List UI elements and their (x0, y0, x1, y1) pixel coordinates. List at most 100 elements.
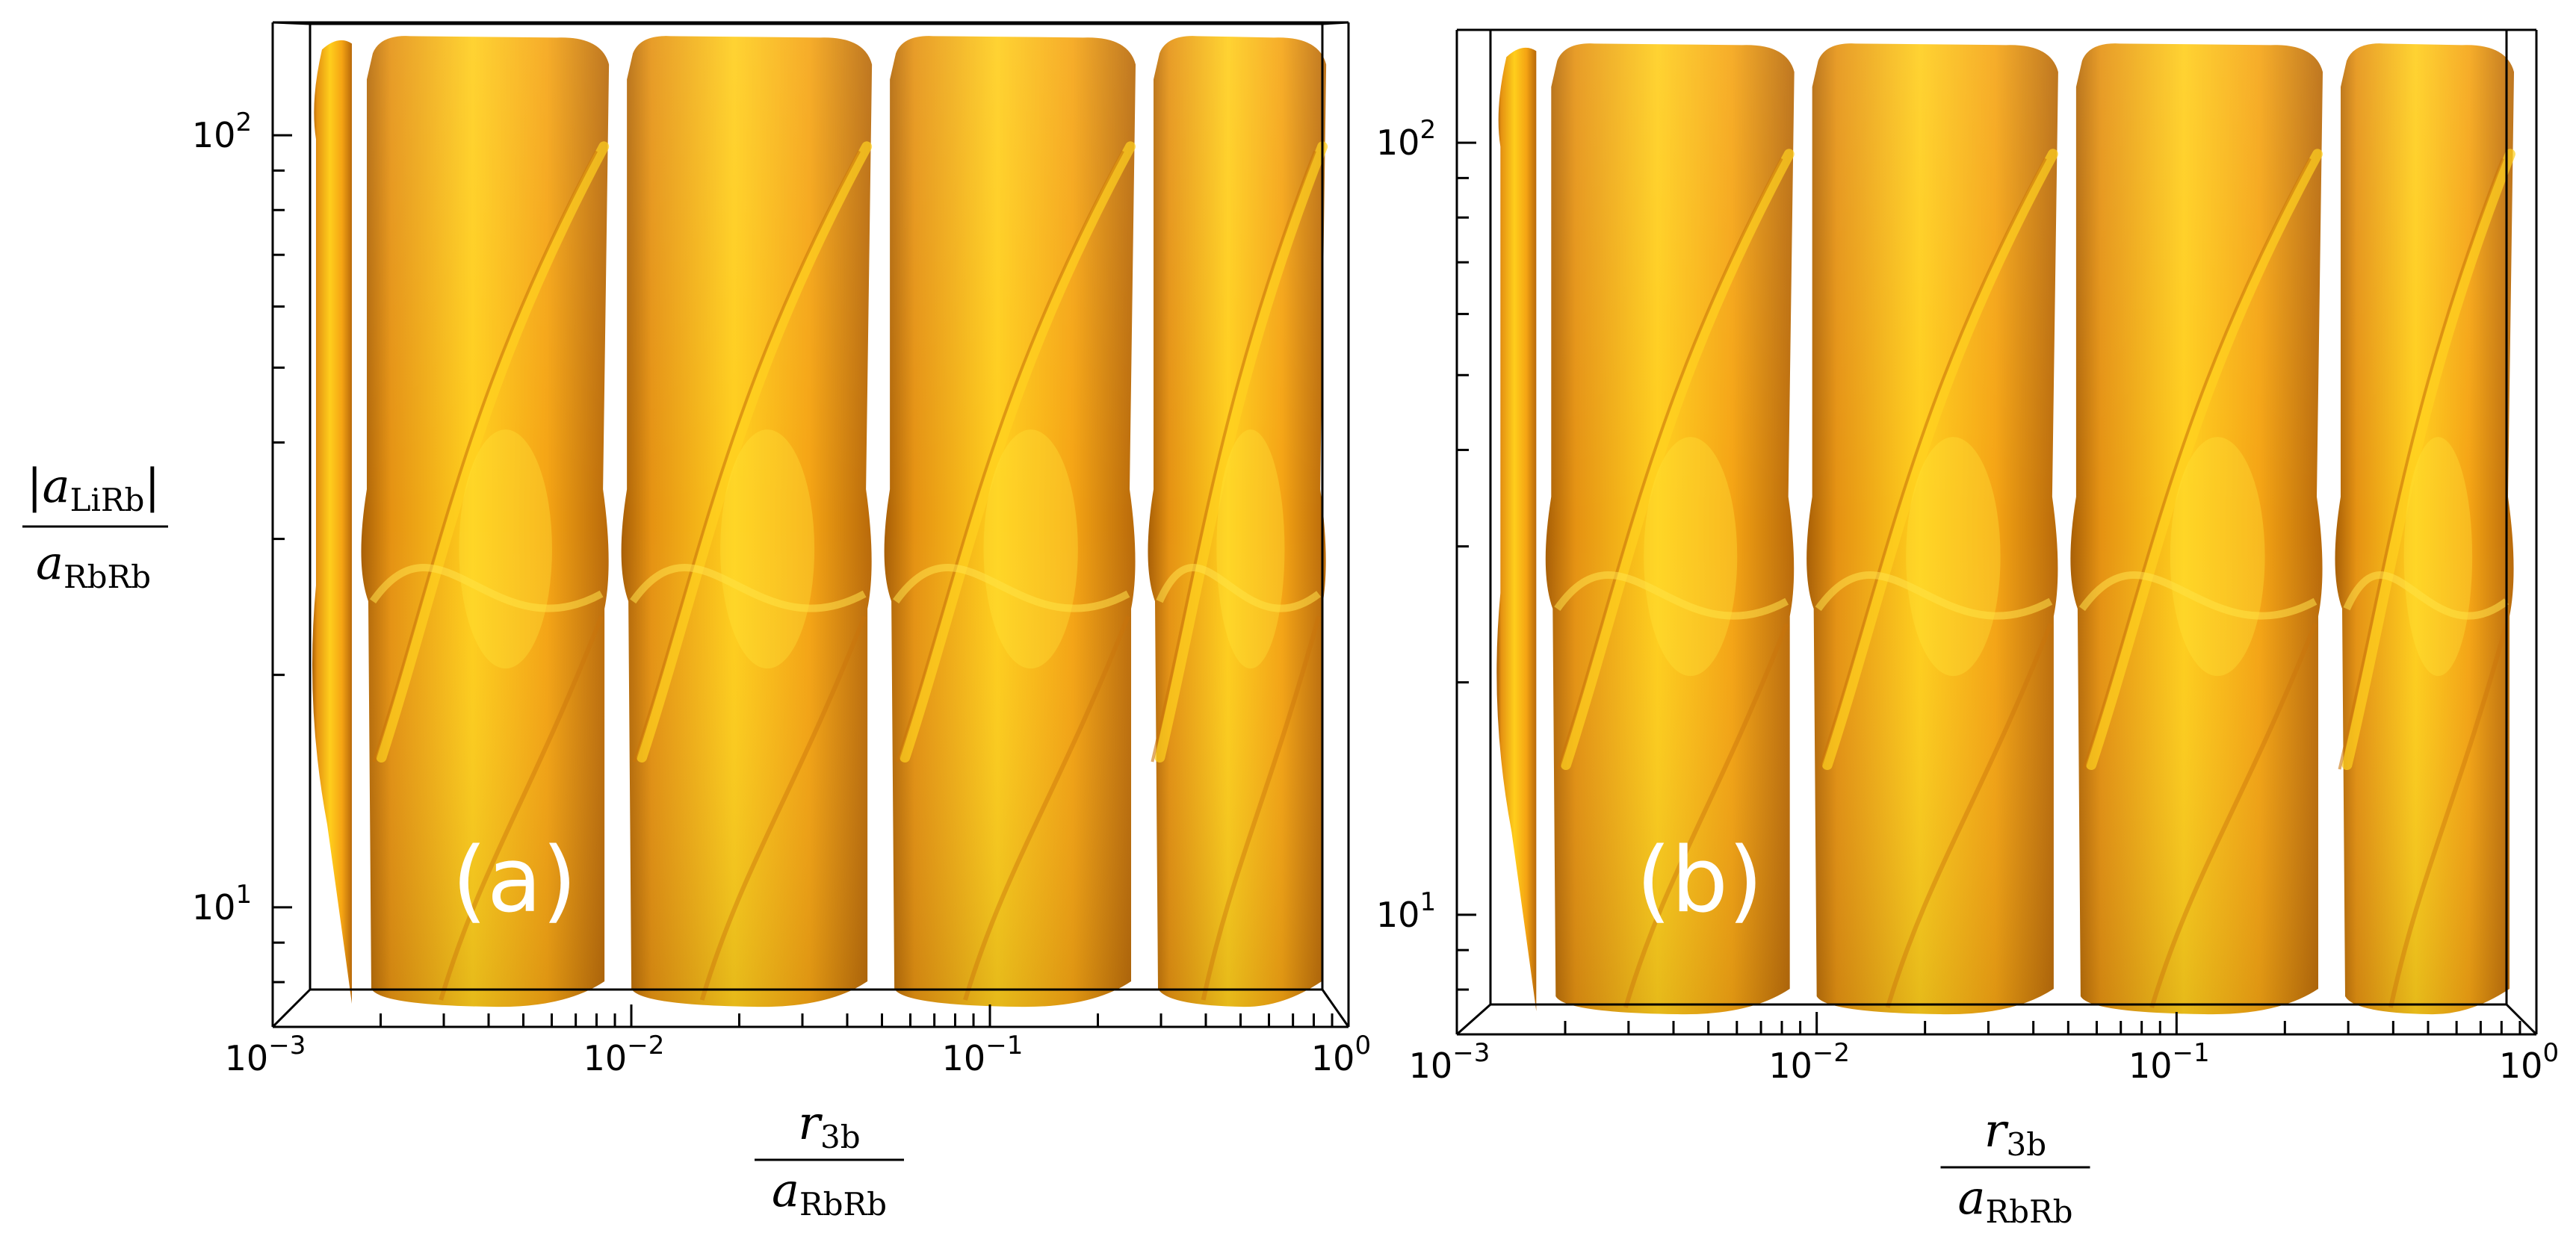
box-edge (271, 988, 312, 1028)
box-edge (2505, 1003, 2538, 1036)
y-tick-base: 10 (1376, 895, 1420, 935)
x-label-den-sub: RbRb (1985, 1193, 2072, 1230)
surface-highlight (1216, 429, 1285, 669)
surface-ridge-shadow (2338, 158, 2504, 770)
y-label-den-var: a (36, 535, 64, 590)
surface-ridge (1561, 149, 1795, 771)
x-axis-label: r3b aRbRb (755, 1096, 904, 1223)
x-tick-label: 10−3 (1409, 1038, 1490, 1086)
surface-ridge (1201, 615, 1322, 1001)
surface-lobe-shade (2070, 43, 2323, 1015)
x-label-denominator: aRbRb (772, 1163, 887, 1223)
x-tick-base: 10 (1768, 1046, 1812, 1086)
panel-label: (a) (452, 829, 577, 933)
y-tick-base: 10 (192, 115, 236, 155)
surface-ridge-shadow (1818, 158, 2047, 770)
x-tick-exponent: −3 (268, 1031, 306, 1060)
surface-ridge (2086, 149, 2323, 771)
surface-ridge (369, 564, 604, 612)
x-label-num-var: r (798, 1096, 823, 1150)
y-tick-label: 102 (1376, 115, 1436, 163)
surface-ridge (1554, 571, 1789, 620)
y-tick-exponent: 1 (1419, 887, 1436, 917)
x-label-num-sub: 3b (2007, 1126, 2047, 1163)
y-axis-label: |aLiRb|aRbRb (22, 459, 168, 595)
y-tick-base: 10 (1376, 122, 1420, 163)
surface-highlight (2403, 437, 2473, 677)
surface-ridge (2341, 149, 2515, 771)
surface-highlight (459, 429, 552, 669)
x-tick-label: 10−2 (583, 1031, 665, 1078)
panel-label: (b) (1636, 829, 1763, 933)
box-edge (1321, 989, 1350, 1028)
x-tick-exponent: −1 (985, 1031, 1023, 1060)
y-label-abs-close: | (144, 459, 160, 513)
surface-ridge (1885, 623, 2053, 1008)
surface-lobe-shade (2335, 43, 2515, 1015)
surface-ridge (1154, 141, 1328, 763)
y-tick-exponent: 1 (235, 880, 252, 910)
y-label-num-sub: LiRb (70, 482, 145, 518)
surface-highlight (983, 429, 1078, 669)
x-tick-exponent: −1 (2173, 1038, 2210, 1068)
surface-lobe-shade (884, 36, 1136, 1007)
y-tick-exponent: 2 (235, 108, 252, 137)
x-label-den-var: a (1958, 1170, 1986, 1225)
surface-ridge (963, 615, 1130, 1001)
x-axis-label: r3b aRbRb (1940, 1103, 2090, 1230)
surface-ridge (637, 141, 873, 763)
surface-lobe-shade (1806, 43, 2058, 1015)
box-edge (1322, 21, 1349, 25)
x-tick-base: 10 (225, 1038, 269, 1078)
surface-ridge (2149, 623, 2318, 1008)
surface-ridge-shadow (1557, 158, 1783, 770)
x-tick-base: 10 (583, 1038, 628, 1078)
x-tick-exponent: −2 (627, 1031, 664, 1060)
surface-ridge (1623, 623, 1789, 1008)
x-tick-label: 100 (2499, 1038, 2559, 1086)
x-tick-base: 10 (1409, 1046, 1453, 1086)
surface-ridge (699, 615, 867, 1001)
y-tick-exponent: 2 (1419, 115, 1436, 145)
x-label-num-sub: 3b (820, 1119, 861, 1155)
surface-ridge (1156, 564, 1322, 612)
y-label-numerator: |aLiRb| (27, 459, 161, 518)
y-tick-label: 102 (192, 108, 252, 155)
surface-lobe-shade (621, 36, 873, 1007)
surface-ridge (2343, 571, 2510, 620)
x-tick-label: 10−1 (942, 1031, 1024, 1078)
x-label-denominator: aRbRb (1958, 1170, 2073, 1230)
surface-ridge (439, 615, 604, 1001)
x-tick-base: 10 (2128, 1046, 2173, 1086)
x-label-numerator: r3b (798, 1096, 860, 1155)
surface-ridge (630, 564, 867, 612)
x-tick-label: 100 (1311, 1031, 1371, 1078)
x-tick-exponent: −2 (1812, 1038, 1850, 1068)
surface-lobe (1496, 47, 1537, 1012)
surface-ridge (376, 141, 610, 763)
surface-highlight (720, 429, 815, 669)
surface-ridge-shadow (2082, 158, 2312, 770)
surface-highlight (1906, 437, 2001, 677)
surface-lobe-shade (1545, 43, 1795, 1015)
surface-ridge-shadow (372, 150, 598, 763)
box-back-frame (309, 22, 1324, 991)
surface-highlight (2170, 437, 2265, 677)
x-tick-exponent: 0 (1354, 1031, 1371, 1060)
panel-a: 10−3 10−2 10−1 100101102r3baRbRb|aLiRb|aRbR… (22, 21, 1371, 1223)
x-tick-label: 10−1 (2128, 1038, 2210, 1086)
y-tick-base: 10 (192, 887, 236, 928)
surface-ridge (900, 141, 1136, 763)
x-tick-base: 10 (1311, 1038, 1355, 1078)
y-label-den-sub: RbRb (64, 559, 151, 595)
x-label-num-var: r (1984, 1103, 2009, 1158)
x-tick-exponent: 0 (2542, 1038, 2559, 1068)
surface-ridge (2388, 623, 2509, 1008)
y-tick-label: 101 (192, 880, 252, 928)
x-tick-base: 10 (2499, 1046, 2543, 1086)
x-tick-label: 10−2 (1768, 1038, 1850, 1086)
y-label-num-var: a (43, 459, 70, 513)
surface-lobe-shade (1148, 36, 1327, 1007)
